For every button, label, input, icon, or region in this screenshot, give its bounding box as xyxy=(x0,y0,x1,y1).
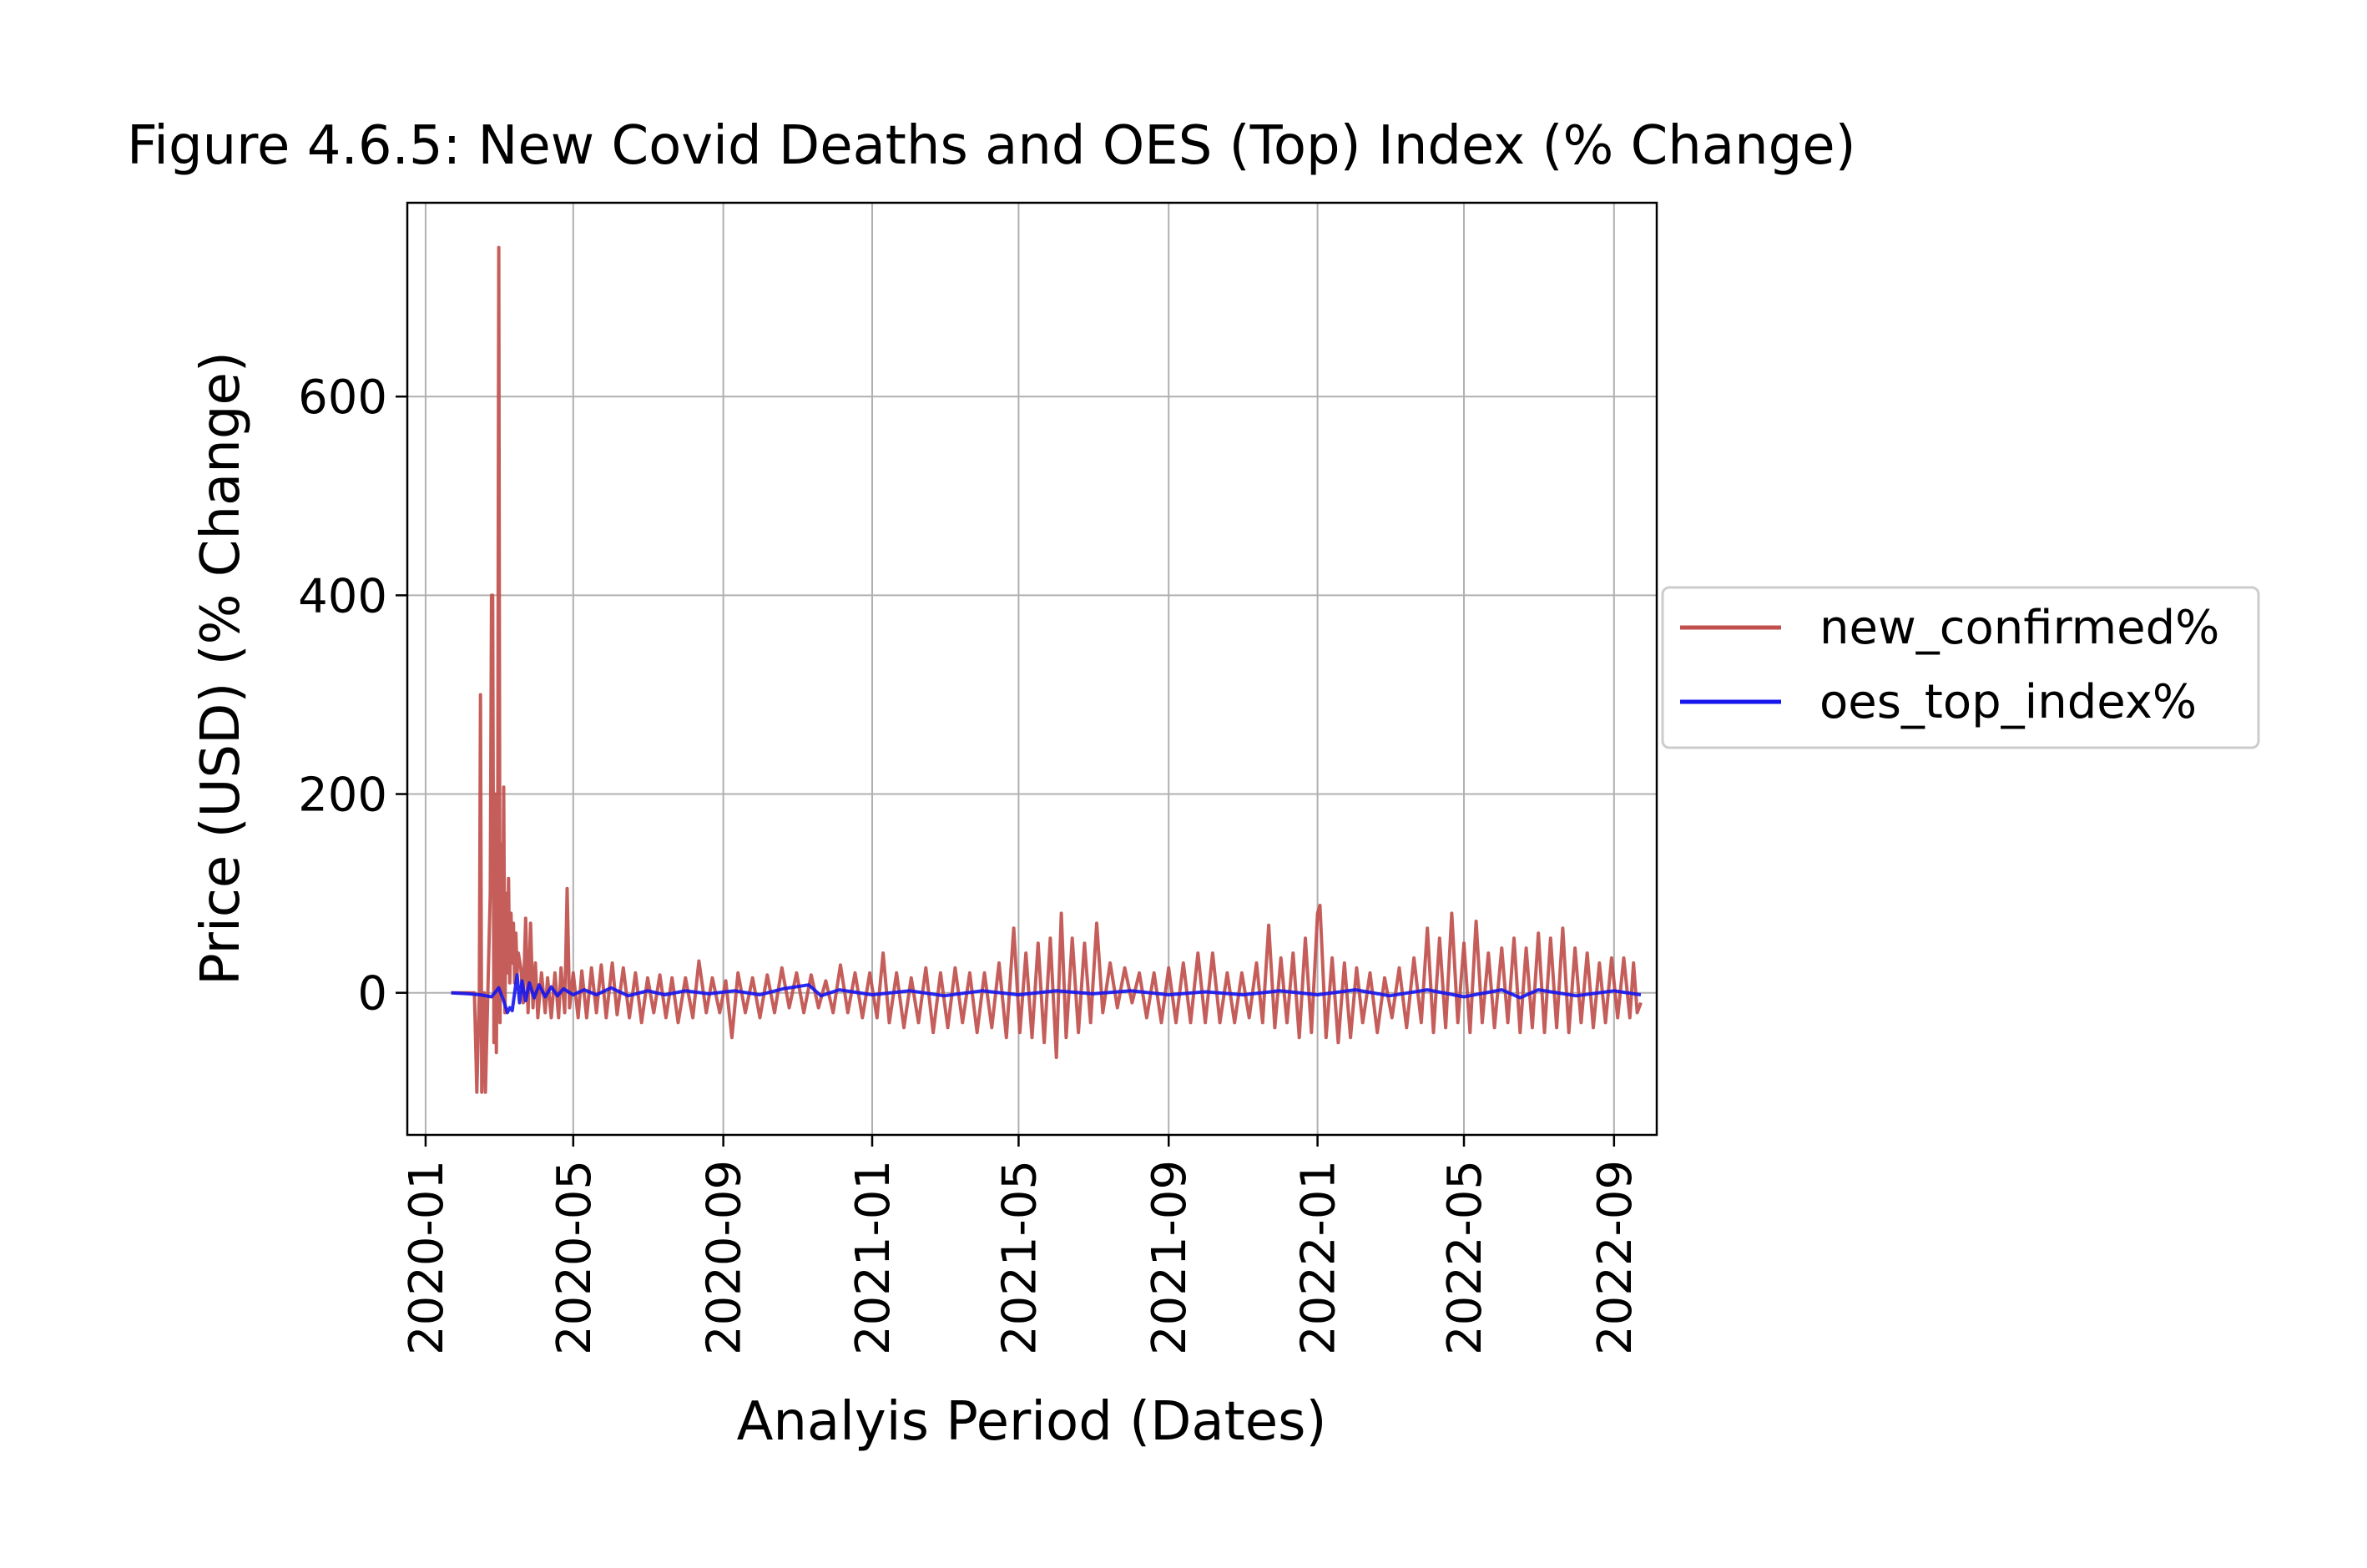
x-tick-label: 2022-01 xyxy=(1292,1160,1346,1355)
x-tick-label: 2021-05 xyxy=(992,1160,1047,1355)
x-axis: 2020-01 2020-05 2020-09 2021-01 2021-05 2021-… xyxy=(400,1135,1643,1355)
y-tick-label: 400 xyxy=(298,569,387,623)
x-tick-label: 2021-09 xyxy=(1143,1160,1197,1355)
legend: new_confirmed% oes_top_index% xyxy=(1661,586,2260,749)
x-axis-label: Analyis Period (Dates) xyxy=(737,1391,1327,1453)
x-tick-label: 2020-09 xyxy=(698,1160,752,1355)
series-layer xyxy=(451,245,1643,1094)
y-axis-label: Price (USD) (% Change) xyxy=(190,351,252,986)
chart-title: Figure 4.6.5: New Covid Deaths and OES (… xyxy=(127,115,1856,177)
y-tick-label: 600 xyxy=(298,371,387,425)
legend-label-new-confirmed: new_confirmed% xyxy=(1819,601,2219,655)
y-axis: 0 200 400 600 xyxy=(298,371,407,1021)
y-tick-label: 200 xyxy=(298,769,387,823)
y-tick-label: 0 xyxy=(357,967,387,1021)
x-tick-label: 2020-05 xyxy=(548,1160,602,1355)
x-tick-label: 2022-09 xyxy=(1588,1160,1643,1355)
series-line-new-confirmed xyxy=(451,245,1643,1094)
x-tick-label: 2020-01 xyxy=(400,1160,454,1355)
x-tick-label: 2021-01 xyxy=(846,1160,901,1355)
plot-area-frame xyxy=(406,201,1658,1137)
legend-label-oes-top-index: oes_top_index% xyxy=(1819,675,2197,729)
legend-box xyxy=(1661,586,2260,749)
series-line-oes-top-index xyxy=(451,973,1642,1015)
x-tick-label: 2022-05 xyxy=(1438,1160,1492,1355)
